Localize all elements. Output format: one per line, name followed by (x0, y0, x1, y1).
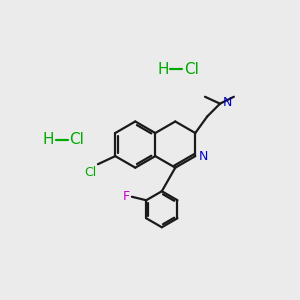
Text: Cl: Cl (69, 132, 84, 147)
Text: Cl: Cl (84, 166, 96, 179)
Text: N: N (223, 96, 232, 109)
Text: H: H (157, 62, 169, 77)
Text: Cl: Cl (184, 62, 199, 77)
Text: N: N (198, 150, 208, 163)
Text: H: H (43, 132, 54, 147)
Text: F: F (123, 190, 130, 203)
